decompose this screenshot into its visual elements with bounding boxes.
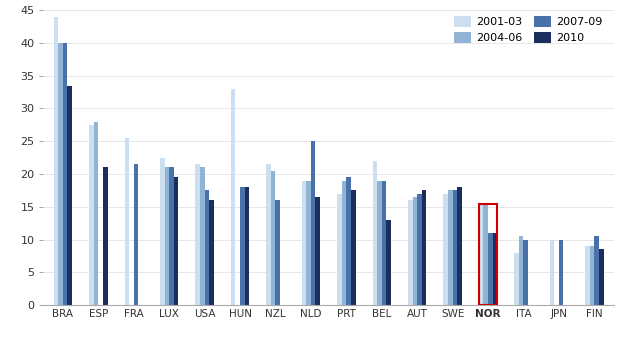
Bar bbox=[493, 233, 497, 305]
Bar bbox=[94, 122, 99, 305]
Bar bbox=[408, 200, 412, 305]
Bar bbox=[514, 253, 519, 305]
Bar bbox=[266, 164, 271, 305]
Bar bbox=[245, 187, 249, 305]
Bar bbox=[595, 236, 599, 305]
Bar bbox=[271, 171, 275, 305]
Bar bbox=[342, 181, 347, 305]
Bar bbox=[599, 250, 603, 305]
Bar bbox=[209, 200, 214, 305]
Bar bbox=[484, 203, 488, 305]
Bar bbox=[412, 197, 417, 305]
Bar bbox=[443, 194, 448, 305]
Bar bbox=[453, 191, 457, 305]
Bar bbox=[585, 246, 590, 305]
Bar bbox=[519, 236, 523, 305]
Bar bbox=[590, 246, 595, 305]
Bar bbox=[417, 194, 422, 305]
Bar bbox=[373, 161, 377, 305]
Bar bbox=[351, 191, 355, 305]
Bar bbox=[169, 167, 174, 305]
Bar bbox=[382, 181, 386, 305]
Bar bbox=[488, 233, 493, 305]
Bar bbox=[311, 141, 316, 305]
Bar bbox=[377, 181, 382, 305]
Bar bbox=[134, 164, 138, 305]
Bar bbox=[195, 164, 200, 305]
Bar bbox=[205, 191, 209, 305]
Bar bbox=[479, 203, 497, 305]
Bar bbox=[58, 43, 63, 305]
Bar bbox=[275, 200, 280, 305]
Bar bbox=[174, 177, 179, 305]
Bar bbox=[68, 85, 72, 305]
Bar bbox=[559, 240, 564, 305]
Bar bbox=[125, 138, 129, 305]
Bar bbox=[160, 158, 164, 305]
Bar bbox=[103, 167, 107, 305]
Bar bbox=[347, 177, 351, 305]
Bar bbox=[523, 240, 528, 305]
Bar bbox=[306, 181, 311, 305]
Bar bbox=[457, 187, 462, 305]
Bar bbox=[200, 167, 205, 305]
Bar bbox=[386, 220, 391, 305]
Bar bbox=[89, 125, 94, 305]
Bar bbox=[231, 89, 236, 305]
Bar bbox=[550, 240, 554, 305]
Bar bbox=[316, 197, 320, 305]
Bar bbox=[448, 191, 453, 305]
Bar bbox=[422, 191, 427, 305]
Bar bbox=[63, 43, 68, 305]
Legend: 2001-03, 2004-06, 2007-09, 2010: 2001-03, 2004-06, 2007-09, 2010 bbox=[454, 16, 603, 43]
Bar bbox=[240, 187, 245, 305]
Bar bbox=[479, 203, 484, 305]
Bar bbox=[302, 181, 306, 305]
Bar bbox=[164, 167, 169, 305]
Bar bbox=[337, 194, 342, 305]
Bar bbox=[54, 17, 58, 305]
